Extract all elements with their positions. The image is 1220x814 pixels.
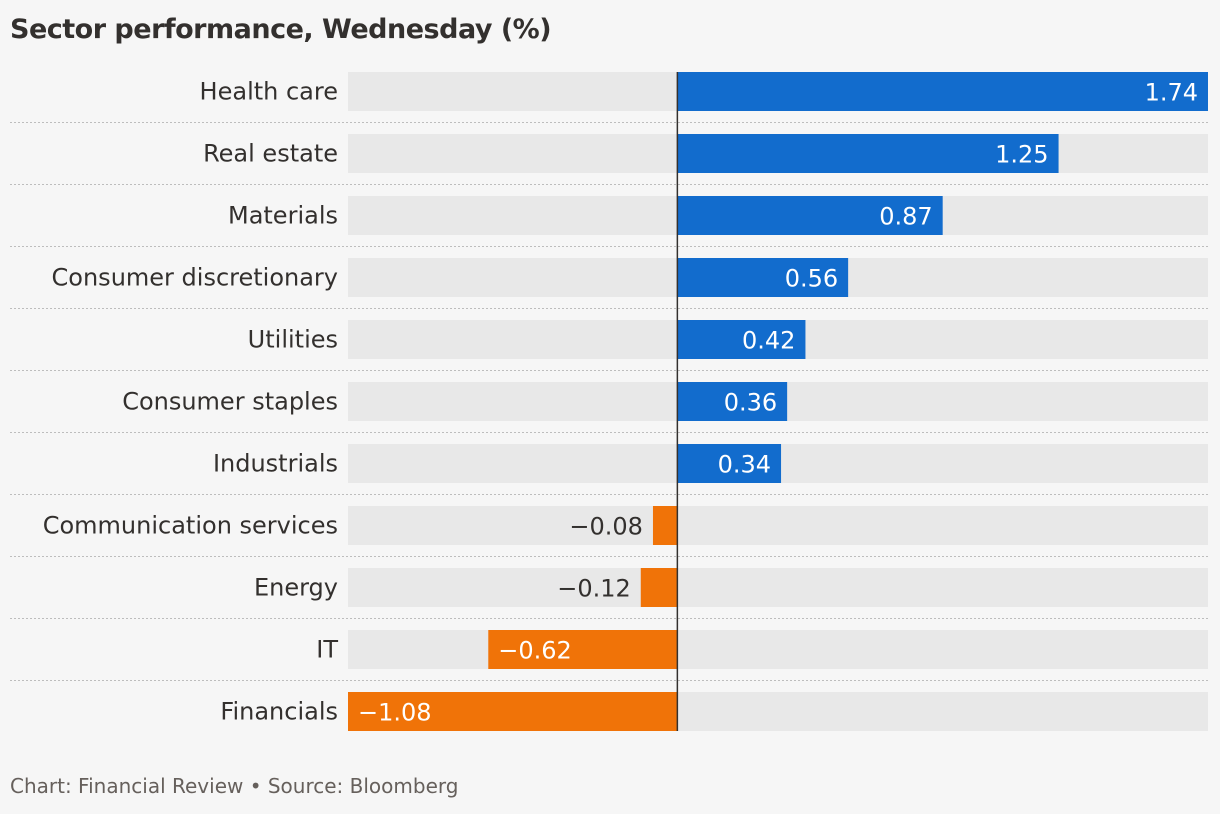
value-label: 0.42 (742, 327, 795, 355)
value-label: −0.62 (498, 637, 572, 665)
bar-chart: Health care 1.74 Real estate 1.25 Materials 0… (10, 72, 1208, 731)
chart-footer: Chart: Financial Review • Source: Bloomb… (10, 774, 459, 798)
value-label: 1.74 (1145, 79, 1198, 107)
bar-positive (677, 72, 1208, 111)
category-label: Health care (200, 78, 338, 106)
bar-negative (640, 568, 678, 607)
bar-positive (677, 134, 1059, 173)
value-label: 1.25 (995, 141, 1048, 169)
category-label: Financials (220, 698, 338, 726)
category-label: Industrials (213, 450, 338, 478)
category-label: Consumer discretionary (52, 264, 338, 292)
bar-track (348, 568, 1208, 607)
value-label: −0.12 (557, 575, 631, 603)
bar-positive (677, 258, 849, 297)
value-label: −1.08 (358, 699, 432, 727)
chart-title: Sector performance, Wednesday (%) (10, 14, 552, 45)
category-label: Energy (254, 574, 338, 602)
bar-negative (488, 630, 678, 669)
bar-positive (677, 196, 943, 235)
category-label: Communication services (43, 512, 338, 540)
category-label: Utilities (248, 326, 338, 354)
value-label: 0.36 (724, 389, 777, 417)
bar-track (348, 630, 1208, 669)
value-label: 0.87 (879, 203, 932, 231)
bar-negative (652, 506, 678, 545)
bar-positive (677, 320, 806, 359)
category-label: Real estate (203, 140, 338, 168)
value-label: −0.08 (569, 513, 643, 541)
bar-positive (677, 382, 788, 421)
value-label: 0.34 (718, 451, 771, 479)
value-label: 0.56 (785, 265, 838, 293)
category-label: IT (316, 636, 338, 664)
category-label: Consumer staples (122, 388, 338, 416)
bar-negative (348, 692, 678, 731)
bar-positive (677, 444, 782, 483)
category-label: Materials (228, 202, 338, 230)
bar-track (348, 506, 1208, 545)
